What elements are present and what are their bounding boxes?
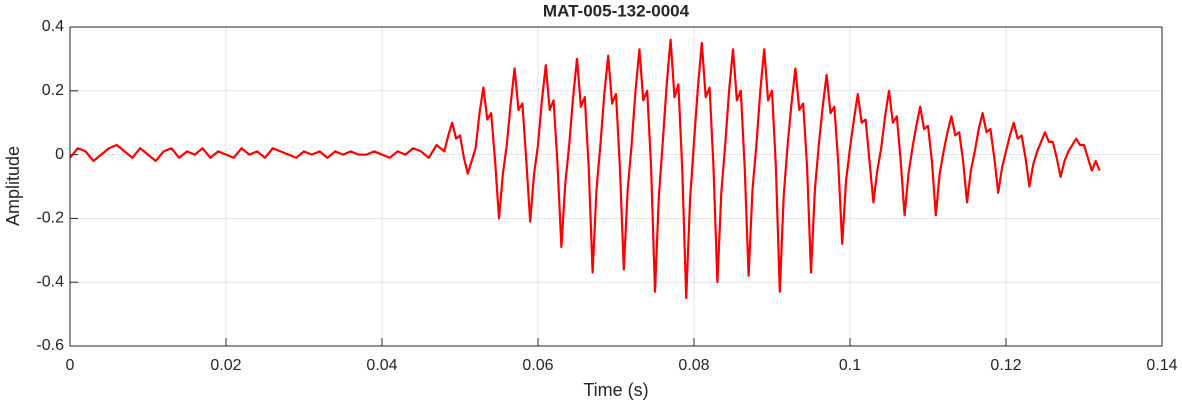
chart-title: MAT-005-132-0004 (543, 1, 690, 20)
y-axis-label: Amplitude (3, 146, 23, 226)
x-tick-label: 0.06 (522, 357, 553, 374)
x-tick-label: 0.02 (210, 357, 241, 374)
x-tick-label: 0.08 (678, 357, 709, 374)
y-tick-label: -0.4 (36, 273, 64, 290)
waveform-line (69, 38, 1101, 300)
x-tick-label: 0.14 (1146, 357, 1177, 374)
x-tick-label: 0.1 (839, 357, 861, 374)
y-tick-label: 0.4 (42, 18, 64, 35)
x-axis-label: Time (s) (583, 380, 648, 400)
y-tick-label: 0.2 (42, 82, 64, 99)
y-tick-label: 0 (55, 146, 64, 163)
x-tick-label: 0.04 (366, 357, 397, 374)
y-tick-label: -0.6 (36, 337, 64, 354)
y-tick-label: -0.2 (36, 210, 64, 227)
x-tick-label: 0.12 (990, 357, 1021, 374)
x-tick-label: 0 (66, 357, 75, 374)
plot-frame (69, 26, 1163, 347)
